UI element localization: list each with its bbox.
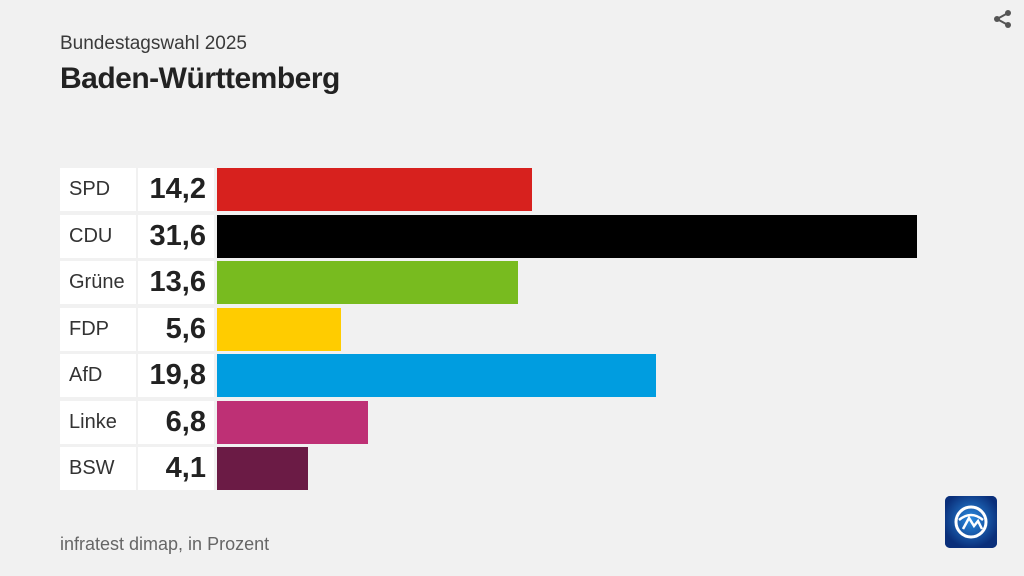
- party-label: FDP: [60, 307, 136, 351]
- value-label: 19,8: [138, 354, 214, 397]
- bar-linke: [217, 400, 368, 444]
- party-label: Linke: [60, 400, 136, 444]
- party-label: SPD: [60, 168, 136, 211]
- share-icon[interactable]: [992, 9, 1014, 29]
- source-note: infratest dimap, in Prozent: [60, 534, 270, 554]
- bar-grüne: [217, 261, 519, 304]
- bar-cdu: [217, 214, 917, 258]
- value-label: 6,8: [138, 400, 214, 444]
- party-label: BSW: [60, 447, 136, 490]
- tagesschau-logo-icon: [945, 496, 997, 548]
- value-label: 14,2: [138, 168, 214, 211]
- bar-fdp: [217, 307, 342, 351]
- value-label: 5,6: [138, 307, 214, 351]
- party-label: CDU: [60, 214, 136, 258]
- value-label: 13,6: [138, 261, 214, 304]
- party-label: Grüne: [60, 261, 136, 304]
- value-label: 31,6: [138, 214, 214, 258]
- party-label: AfD: [60, 354, 136, 397]
- bar-bsw: [217, 447, 308, 490]
- bar-spd: [217, 168, 532, 211]
- bar-afd: [217, 354, 656, 397]
- chart-title: Baden-Württemberg: [60, 62, 340, 95]
- value-label: 4,1: [138, 447, 214, 490]
- chart-subtitle: Bundestagswahl 2025: [60, 33, 247, 54]
